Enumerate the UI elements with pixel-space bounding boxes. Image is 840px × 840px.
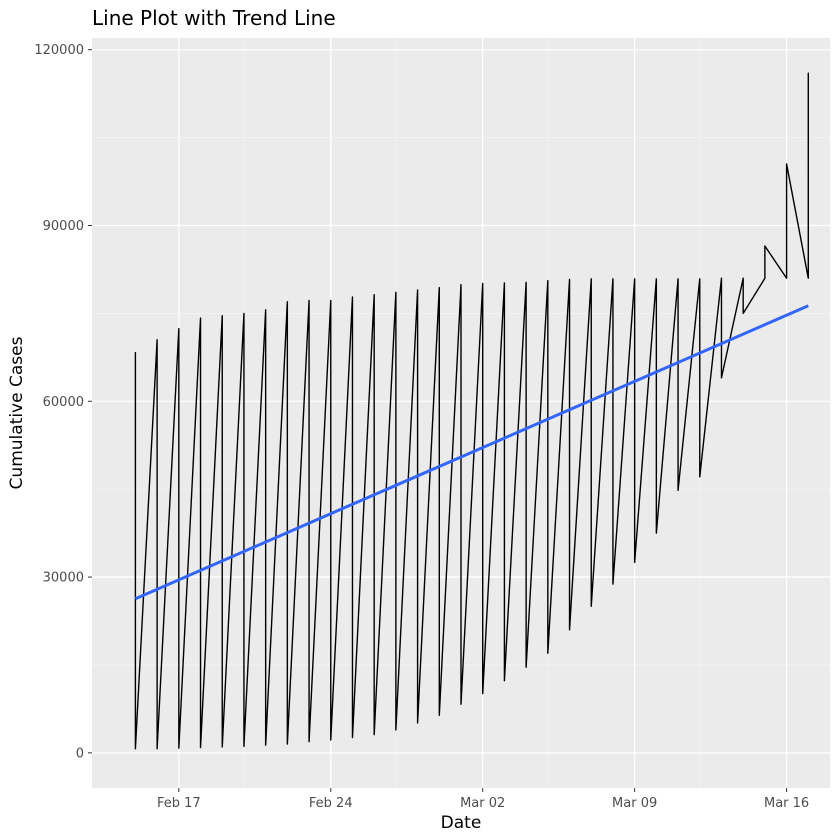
data-series [134, 72, 809, 750]
x-tick-label: Mar 02 [460, 796, 505, 811]
y-tick-label: 90000 [43, 219, 84, 234]
trend-line [134, 304, 809, 601]
y-tick-label: 30000 [43, 571, 84, 586]
x-tick-label: Mar 09 [612, 796, 657, 811]
x-tick-label: Mar 16 [764, 796, 809, 811]
y-tick-label: 60000 [43, 395, 84, 410]
x-tick-label: Feb 24 [309, 796, 353, 811]
x-tick-label: Feb 17 [157, 796, 201, 811]
y-tick-label: 0 [76, 746, 84, 761]
y-axis: 0 30000 60000 90000 120000 [34, 43, 92, 761]
y-axis-title: Cumulative Cases [7, 336, 27, 489]
x-axis: Feb 17 Feb 24 Mar 02 Mar 09 Mar 16 [157, 788, 809, 811]
y-tick-label: 120000 [34, 43, 84, 58]
cumulative-cases-line [134, 72, 809, 750]
chart-title: Line Plot with Trend Line [92, 6, 336, 30]
x-axis-title: Date [441, 813, 482, 833]
